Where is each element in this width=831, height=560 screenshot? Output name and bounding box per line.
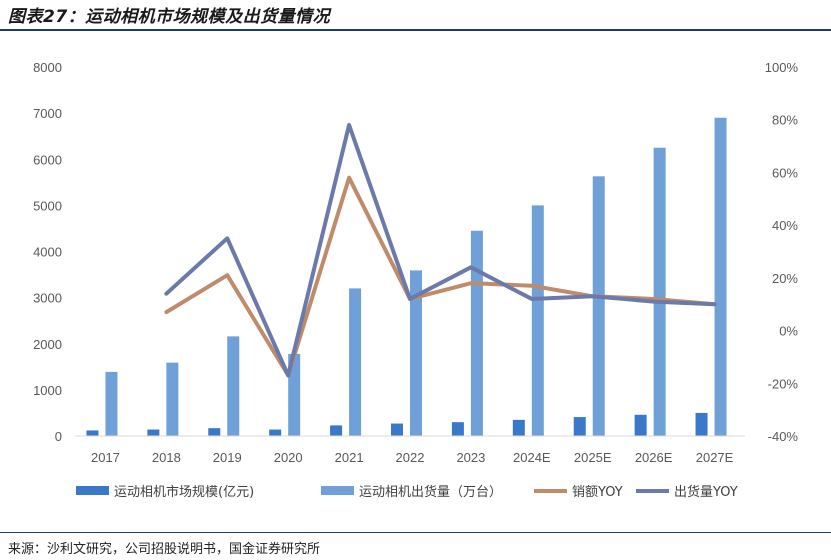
market-size-bar-2025E [573, 417, 586, 436]
market-size-bar-2023 [451, 422, 464, 436]
shipment-bars [105, 117, 727, 437]
legend-market-size-swatch [76, 486, 109, 495]
shipment-bar-2017 [105, 371, 118, 436]
market-size-bars [86, 412, 708, 436]
shipment-bar-2022 [410, 270, 422, 436]
x-tick-label-2017: 2017 [91, 450, 120, 465]
left-tick-label: 2000 [33, 337, 62, 352]
left-tick-label: 7000 [33, 106, 62, 121]
legend-shipment-yoy: 出货量YOY [636, 484, 738, 500]
shipment-bar-2023 [470, 230, 483, 436]
legend-shipment-label: 运动相机出货量（万台） [359, 484, 502, 500]
left-tick-label: 6000 [33, 152, 62, 167]
shipment-bar-2019 [227, 336, 240, 436]
legend: 运动相机市场规模(亿元) 运动相机出货量（万台） 销额YOY 出货量YOY [76, 484, 738, 500]
left-tick-label: 1000 [33, 383, 62, 398]
legend-shipment-swatch [321, 486, 354, 495]
left-axis: 0 1000 2000 3000 4000 5000 6000 7000 8000 [33, 60, 62, 444]
left-tick-label: 5000 [33, 198, 62, 213]
shipment-bar-2024E [531, 205, 544, 436]
legend-market-size: 运动相机市场规模(亿元) [76, 484, 254, 500]
right-tick-label: 80% [772, 113, 798, 128]
legend-market-size-label: 运动相机市场规模(亿元) [114, 484, 254, 500]
shipment-bar-2020 [288, 353, 301, 436]
market-size-bar-2017 [86, 430, 99, 436]
legend-sales-yoy-label: 销额YOY [572, 485, 623, 500]
x-tick-label-2019: 2019 [213, 450, 242, 465]
x-tick-label-2027E: 2027E [696, 450, 734, 465]
left-tick-label: 8000 [33, 60, 62, 75]
market-size-bar-2019 [208, 428, 221, 436]
market-size-bar-2027E [695, 412, 708, 436]
x-tick-label-2022: 2022 [396, 450, 425, 465]
x-tick-label-2020: 2020 [274, 450, 303, 465]
x-tick-label-2021: 2021 [335, 450, 364, 465]
right-tick-label: 0% [779, 324, 798, 339]
legend-shipment-yoy-label: 出货量YOY [674, 484, 738, 500]
left-tick-label: 3000 [33, 291, 62, 306]
x-tick-label-2025E: 2025E [574, 450, 612, 465]
right-tick-label: 100% [765, 60, 799, 75]
shipment-bar-2026E [653, 147, 666, 436]
sales-yoy-line [164, 175, 717, 378]
market-size-bar-2018 [147, 429, 160, 436]
right-tick-label: -20% [768, 376, 799, 391]
x-tick-label-2026E: 2026E [635, 450, 673, 465]
chart-area: 0 1000 2000 3000 4000 5000 6000 7000 8000 -40% -2… [33, 60, 799, 500]
shipment-bar-2018 [166, 362, 179, 436]
market-size-bar-2020 [269, 429, 282, 436]
market-size-bar-2026E [634, 414, 647, 436]
right-axis: -40% -20% 0% 20% 40% 60% 80% 100% [765, 60, 799, 444]
shipment-bar-2021 [349, 288, 362, 436]
x-tick-label-2024E: 2024E [513, 450, 551, 465]
title-rule [0, 29, 831, 31]
right-tick-label: 40% [772, 218, 798, 233]
market-size-bar-2021 [330, 425, 343, 436]
left-tick-label: 4000 [33, 245, 62, 260]
left-tick-label: 0 [55, 429, 62, 444]
source-note: 来源：沙利文研究，公司招股说明书，国金证券研究所 [8, 542, 321, 557]
shipment-bar-2027E [714, 117, 727, 437]
shipment-yoy-line [164, 122, 717, 378]
shipment-bar-2025E [592, 176, 605, 436]
right-tick-label: -40% [768, 429, 799, 444]
source-rule [0, 532, 831, 533]
chart-title: 图表27：运动相机市场规模及出货量情况 [8, 7, 331, 27]
right-tick-label: 60% [772, 165, 798, 180]
right-tick-label: 20% [772, 271, 798, 286]
x-axis: 2017 2018 2019 2020 2021 2022 2023 2024E 2025E 20… [75, 435, 745, 465]
x-tick-label-2023: 2023 [456, 450, 485, 465]
legend-sales-yoy: 销额YOY [534, 485, 623, 500]
legend-shipment: 运动相机出货量（万台） [321, 484, 502, 500]
x-tick-label-2018: 2018 [152, 450, 181, 465]
yoy-lines [164, 122, 717, 378]
market-size-bar-2024E [512, 419, 525, 436]
market-size-bar-2022 [391, 423, 403, 436]
